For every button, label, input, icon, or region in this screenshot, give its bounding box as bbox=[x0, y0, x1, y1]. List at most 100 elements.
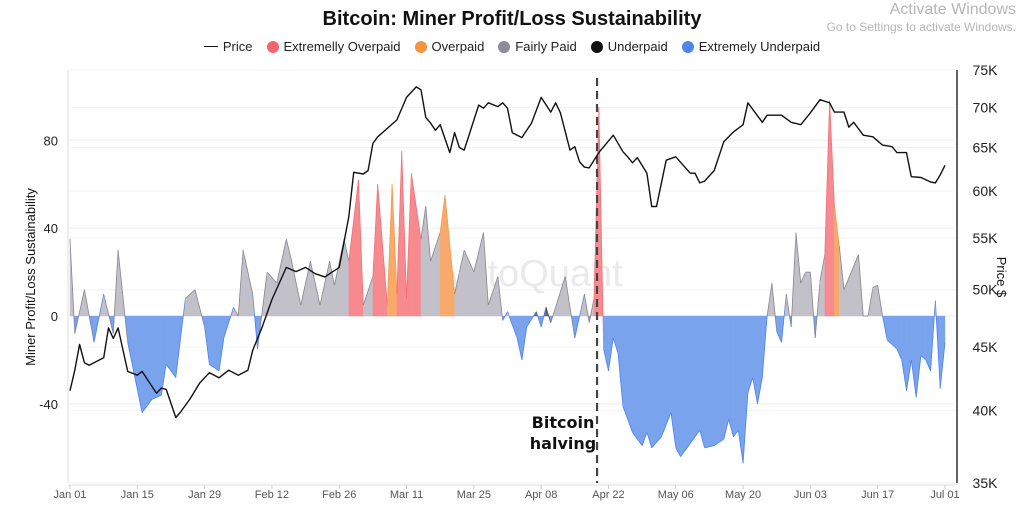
legend-label: Extremely Underpaid bbox=[698, 39, 821, 54]
x-tick-label: Jun 17 bbox=[861, 489, 894, 501]
area-edge bbox=[507, 311, 518, 339]
area-edge bbox=[872, 284, 878, 288]
area-edge bbox=[160, 364, 167, 396]
legend-item-overpaid[interactable]: Overpaid bbox=[414, 39, 485, 54]
area-segment-EU bbox=[704, 315, 715, 449]
orange-dot-icon bbox=[414, 40, 427, 53]
area-edge bbox=[632, 432, 643, 446]
area-edge bbox=[723, 419, 730, 440]
y-right-tick-label: 75K bbox=[973, 62, 999, 78]
x-tick-label: Mar 25 bbox=[457, 489, 491, 501]
legend-item-extremely-overpaid[interactable]: Extremelly Overpaid bbox=[266, 39, 401, 54]
y-axis-left-label: Miner Profit/Loss Sustainability bbox=[23, 188, 38, 366]
area-edge bbox=[204, 326, 210, 365]
area-edge bbox=[112, 250, 119, 334]
legend-label: Overpaid bbox=[431, 39, 485, 54]
area-segment-EU bbox=[651, 315, 662, 449]
area-segment-F bbox=[363, 276, 374, 317]
area-segment-EU bbox=[747, 315, 753, 393]
area-edge bbox=[386, 184, 393, 306]
area-segment-EU bbox=[689, 315, 701, 445]
area-segment-EU bbox=[714, 315, 725, 447]
area-edge bbox=[103, 293, 114, 334]
area-edge bbox=[319, 261, 331, 306]
y-left-tick-label: -40 bbox=[39, 397, 58, 412]
area-edge bbox=[362, 276, 374, 306]
area-edge bbox=[824, 100, 831, 255]
os-activation-watermark: Activate Windows bbox=[889, 1, 1016, 18]
area-edge bbox=[612, 337, 619, 354]
area-segment-EU bbox=[776, 315, 782, 343]
area-edge bbox=[266, 271, 278, 284]
area-segment-EU bbox=[738, 315, 744, 464]
area-edge bbox=[939, 342, 946, 389]
area-edge bbox=[185, 289, 196, 299]
area-segment-EU bbox=[911, 315, 917, 398]
area-edge bbox=[218, 337, 225, 372]
area-edge bbox=[887, 339, 898, 350]
area-edge bbox=[439, 195, 446, 233]
area-edge bbox=[728, 419, 734, 437]
area-edge bbox=[714, 438, 725, 446]
area-edge bbox=[588, 298, 595, 323]
area-edge bbox=[406, 173, 412, 299]
area-edge bbox=[329, 261, 335, 286]
area-edge bbox=[814, 280, 821, 339]
area-segment-EU bbox=[901, 315, 907, 391]
area-edge bbox=[761, 316, 768, 378]
area-edge bbox=[574, 293, 585, 339]
area-segment-F bbox=[805, 271, 811, 317]
area-segment-EU bbox=[613, 315, 619, 354]
area-segment-EU bbox=[622, 315, 633, 433]
area-edge bbox=[454, 272, 460, 295]
legend-item-underpaid[interactable]: Underpaid bbox=[590, 39, 668, 54]
area-segment-EU bbox=[699, 315, 705, 448]
area-edge bbox=[117, 250, 129, 343]
area-edge bbox=[646, 432, 653, 448]
area-segment-F bbox=[425, 206, 431, 317]
area-edge bbox=[141, 399, 153, 413]
legend-item-extremely-underpaid[interactable]: Extremely Underpaid bbox=[681, 39, 821, 54]
legend-label: Fairly Paid bbox=[515, 39, 577, 54]
area-edge bbox=[550, 276, 566, 323]
y-right-tick-label: 40K bbox=[973, 403, 999, 419]
legend-item-price[interactable]: Price bbox=[203, 39, 253, 54]
area-edge bbox=[444, 195, 456, 295]
gray-dot-icon bbox=[498, 40, 511, 53]
area-edge bbox=[930, 300, 936, 371]
y-right-tick-label: 50K bbox=[973, 282, 999, 298]
legend-label: Underpaid bbox=[607, 39, 668, 54]
area-edge bbox=[425, 206, 431, 262]
area-edge bbox=[516, 337, 523, 361]
area-segment-F bbox=[430, 232, 441, 317]
area-edge bbox=[819, 254, 826, 281]
area-edge bbox=[858, 254, 864, 317]
area-edge bbox=[151, 394, 162, 400]
area-edge bbox=[285, 239, 292, 260]
x-tick-label: Apr 22 bbox=[592, 489, 624, 501]
area-segment-F bbox=[473, 232, 484, 317]
area-edge bbox=[300, 261, 311, 306]
area-edge bbox=[867, 287, 874, 317]
area-edge bbox=[608, 337, 614, 372]
area-edge bbox=[882, 315, 888, 341]
area-edge bbox=[896, 348, 903, 361]
area-edge bbox=[194, 289, 206, 328]
area-segment-EU bbox=[680, 315, 691, 458]
chart-title: Bitcoin: Miner Profit/Loss Sustainabilit… bbox=[322, 8, 702, 30]
legend-item-fairly-paid[interactable]: Fairly Paid bbox=[498, 39, 577, 54]
area-segment-EU bbox=[915, 315, 922, 398]
area-edge bbox=[175, 298, 186, 378]
annotation-line-2: halving bbox=[530, 434, 596, 453]
area-edge bbox=[660, 412, 672, 438]
area-edge bbox=[84, 289, 95, 343]
area-segment-EU bbox=[165, 315, 176, 379]
area-edge bbox=[670, 412, 677, 448]
area-edge bbox=[410, 173, 422, 240]
area-edge bbox=[747, 377, 754, 394]
area-edge bbox=[377, 184, 388, 306]
y-right-tick-label: 70K bbox=[973, 99, 999, 115]
blue-dot-icon bbox=[681, 40, 694, 53]
area-edge bbox=[69, 239, 76, 334]
